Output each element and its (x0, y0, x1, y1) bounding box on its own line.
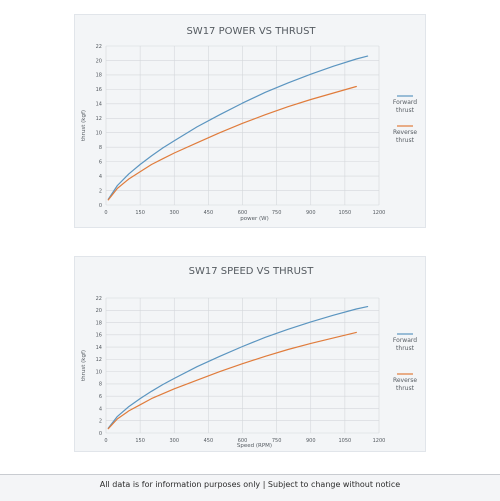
x-tick-label: 450 (204, 438, 214, 444)
footer-disclaimer: All data is for information purposes onl… (99, 480, 401, 489)
legend-label: Reverse (393, 129, 417, 136)
x-tick-label: 750 (272, 210, 282, 216)
power-vs-thrust-chart: SW17 POWER VS THRUST 0 2 4 6 8 10 12 14 16 18 20 22 0… (74, 14, 426, 228)
y-tick-label: 14 (96, 345, 102, 351)
legend-label: thrust (396, 385, 415, 392)
y-tick-label: 22 (96, 296, 102, 302)
legend-label: thrust (396, 345, 415, 352)
x-tick-label: 1200 (373, 210, 386, 216)
legend-label: Forward (393, 337, 417, 344)
y-axis-label: thrust (kgf) (81, 110, 87, 141)
y-tick-label: 0 (99, 431, 102, 437)
x-tick-label: 150 (135, 438, 145, 444)
y-tick-label: 6 (99, 159, 102, 165)
x-tick-label: 300 (169, 438, 179, 444)
footer-bar (0, 474, 500, 501)
y-tick-label: 4 (99, 174, 102, 180)
legend-label: Forward (393, 99, 417, 106)
x-tick-label: 450 (204, 210, 214, 216)
x-tick-label: 600 (238, 438, 248, 444)
x-tick-label: 900 (306, 210, 316, 216)
chart-title: SW17 POWER VS THRUST (186, 26, 316, 37)
series-line-forward (107, 305, 369, 429)
y-tick-label: 10 (96, 369, 102, 375)
x-tick-label: 150 (135, 210, 145, 216)
legend-label: thrust (396, 107, 415, 114)
y-tick-label: 20 (96, 308, 102, 314)
chart-title: SW17 SPEED VS THRUST (189, 266, 315, 277)
speed-vs-thrust-svg: SW17 SPEED VS THRUST 0 2 4 6 8 10 12 14 16 18 20 22 0… (81, 266, 417, 449)
y-tick-label: 2 (99, 188, 102, 194)
legend-label: thrust (396, 137, 415, 144)
y-tick-label: 12 (96, 357, 102, 363)
y-tick-label: 16 (96, 333, 102, 339)
x-tick-label: 1200 (373, 438, 386, 444)
y-tick-label: 2 (99, 419, 102, 425)
x-tick-label: 900 (306, 438, 316, 444)
x-tick-label: 600 (238, 210, 248, 216)
legend-label: Reverse (393, 377, 417, 384)
y-tick-label: 18 (96, 320, 102, 326)
x-tick-label: 1050 (339, 210, 352, 216)
x-axis-label: power (W) (240, 216, 268, 222)
x-axis-label: Speed (RPM) (237, 443, 272, 449)
x-tick-label: 300 (169, 210, 179, 216)
y-tick-label: 14 (96, 102, 102, 108)
y-tick-label: 4 (99, 406, 102, 412)
y-tick-label: 20 (96, 58, 102, 64)
series-line-reverse (107, 331, 357, 430)
y-tick-label: 22 (96, 44, 102, 50)
y-tick-label: 18 (96, 73, 102, 79)
x-tick-label: 1050 (339, 438, 352, 444)
series-line-reverse (107, 85, 357, 201)
y-tick-label: 12 (96, 116, 102, 122)
x-tick-label: 0 (104, 210, 107, 216)
y-tick-label: 6 (99, 394, 102, 400)
y-tick-label: 8 (99, 382, 102, 388)
y-tick-label: 8 (99, 145, 102, 151)
x-tick-label: 0 (104, 438, 107, 444)
speed-vs-thrust-chart: SW17 SPEED VS THRUST 0 2 4 6 8 10 12 14 16 18 20 22 0… (74, 256, 426, 452)
series-line-forward (107, 55, 369, 200)
y-tick-label: 0 (99, 203, 102, 209)
y-tick-label: 10 (96, 131, 102, 137)
y-axis-label: thrust (kgf) (81, 350, 87, 381)
x-tick-label: 750 (272, 438, 282, 444)
power-vs-thrust-svg: SW17 POWER VS THRUST 0 2 4 6 8 10 12 14 16 18 20 22 0… (81, 26, 417, 222)
y-tick-label: 16 (96, 87, 102, 93)
